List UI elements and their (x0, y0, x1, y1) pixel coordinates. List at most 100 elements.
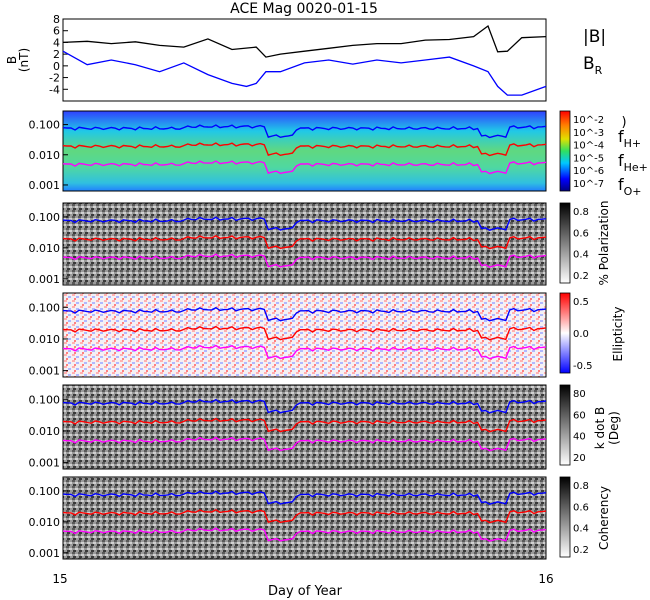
colorbar-tick-label: 0.5 (573, 297, 589, 308)
colorbar-tick-label: 10^-5 (573, 153, 604, 164)
x-tick-label-start: 15 (52, 572, 67, 586)
freq-ytick-label: 0.010 (29, 242, 61, 255)
b-radial-line (62, 50, 547, 96)
x-axis-label: Day of Year (268, 584, 343, 599)
frequency-line (62, 527, 547, 542)
legend-f-h: fH+ (618, 127, 641, 150)
frequency-line (62, 508, 547, 524)
colorbar-tick-label: 0.4 (573, 250, 589, 261)
freq-ytick-label: 0.001 (29, 547, 61, 560)
b-ytick-label: 2 (53, 48, 60, 61)
b-ytick-label: 8 (53, 13, 60, 26)
frequency-line (62, 253, 547, 268)
polarization-panel: 0.8 0.6 0.4 0.2 % Polarization (62, 201, 611, 286)
frequency-line (62, 216, 547, 231)
b-ytick-label: 6 (53, 25, 60, 38)
freq-ytick-label: 0.001 (29, 179, 61, 192)
freq-ytick-label: 0.010 (29, 425, 61, 438)
colorbar-tick-label: 0.6 (573, 228, 589, 239)
b-field-ylabel-unit: (nT) (17, 48, 31, 72)
kdotb-plot-area (62, 384, 547, 470)
b-field-ylabel: B (5, 56, 19, 64)
colorbar-tick-label: -0.5 (573, 361, 593, 372)
freq-ytick-label: 0.100 (29, 119, 61, 132)
colorbar-tick-label: 0.6 (573, 502, 589, 513)
legend-f-o: fO+ (618, 175, 642, 198)
freq-ytick-label: 0.100 (29, 211, 61, 224)
colorbar-tick-label: 10^-2 (573, 115, 604, 126)
kdotb-colorbar-label: k dot B (593, 407, 607, 449)
colorbar-tick-label: 0.4 (573, 524, 589, 535)
power-colorbar-label: ) (621, 115, 626, 130)
freq-ytick-label: 0.010 (29, 516, 61, 529)
freq-ytick-label: 0.010 (29, 149, 61, 162)
kdotb-colorbar-ticks: 80 60 40 20 (573, 389, 586, 464)
kdotb-colorbar (559, 384, 571, 466)
coherency-panel: 0.8 0.6 0.4 0.2 Coherency (62, 476, 611, 560)
power-legend: fH+ fHe+ fO+ (618, 127, 648, 198)
kdotb-colorbar-label-unit: (Deg) (607, 411, 621, 445)
colorbar-tick-label: 40 (573, 432, 586, 443)
b-ytick-label: 0 (53, 60, 60, 73)
colorbar-tick-label: 0.2 (573, 545, 589, 556)
polarization-colorbar-label: % Polarization (597, 201, 611, 286)
colorbar-tick-label: 10^-6 (573, 166, 604, 177)
colorbar-tick-label: 80 (573, 389, 586, 400)
polarization-colorbar (559, 202, 571, 284)
frequency-line (62, 234, 547, 250)
frequency-line (62, 417, 547, 433)
freq-ytick-label: 0.001 (29, 457, 61, 470)
frequency-lines: 0.100 0.010 0.001 0.100 0.010 0.001 0.100 0.010… (29, 119, 547, 560)
polarization-plot-area (62, 202, 547, 286)
colorbar-tick-label: 10^-3 (573, 128, 604, 139)
polarization-colorbar-ticks: 0.8 0.6 0.4 0.2 (573, 207, 589, 282)
colorbar-tick-label: 0.8 (573, 481, 589, 492)
freq-ytick-label: 0.001 (29, 365, 61, 378)
coherency-colorbar-label: Coherency (597, 486, 611, 550)
legend-f-he: fHe+ (618, 151, 648, 174)
coherency-plot-area (62, 476, 547, 560)
freq-ytick-label: 0.100 (29, 485, 61, 498)
colorbar-tick-label: 0.8 (573, 207, 589, 218)
b-ytick-label: -4 (49, 83, 60, 96)
power-colorbar (559, 110, 571, 192)
frequency-line (62, 160, 547, 175)
frequency-line (62, 490, 547, 505)
freq-ytick-label: 0.100 (29, 301, 61, 314)
frequency-line (62, 344, 547, 360)
legend-b-radial: BR (583, 54, 603, 77)
x-axis: 15 16 Day of Year (52, 572, 553, 599)
legend-b-magnitude: |B| (583, 27, 606, 47)
colorbar-tick-label: 0.0 (573, 329, 589, 340)
x-tick-label-end: 16 (538, 572, 553, 586)
frequency-line (62, 325, 547, 341)
colorbar-tick-label: 60 (573, 410, 586, 421)
coherency-colorbar-ticks: 0.8 0.6 0.4 0.2 (573, 481, 589, 556)
power-plot-area (62, 110, 547, 192)
colorbar-tick-label: 0.2 (573, 271, 589, 282)
power-panel: 10^-2 10^-3 10^-410^-5 10^-6 10^-7 ) fH+ fHe… (62, 110, 648, 198)
frequency-line (62, 398, 547, 414)
ellipticity-plot-area (62, 292, 547, 378)
ellipticity-colorbar-label: Ellipticity (611, 307, 625, 362)
kdotb-panel: 80 60 40 20 k dot B (Deg) (62, 384, 621, 470)
ellipticity-colorbar (559, 292, 571, 374)
b-magnitude-line (62, 24, 547, 58)
frequency-line (62, 142, 547, 157)
chart-title: ACE Mag 0020-01-15 (230, 1, 378, 17)
b-ytick-label: 4 (53, 36, 60, 49)
b-ytick-label: -2 (49, 72, 60, 85)
freq-ytick-label: 0.010 (29, 333, 61, 346)
ellipticity-colorbar-ticks: 0.5 0.0 -0.5 (573, 297, 593, 372)
coherency-colorbar (559, 476, 571, 558)
colorbar-tick-label: 10^-7 (573, 179, 604, 190)
frequency-line (62, 124, 547, 139)
b-field-plot-area (62, 18, 547, 102)
frequency-line (62, 306, 547, 322)
freq-ytick-label: 0.100 (29, 393, 61, 406)
colorbar-tick-label: 20 (573, 453, 586, 464)
freq-ytick-label: 0.001 (29, 273, 61, 286)
frequency-line (62, 436, 547, 452)
